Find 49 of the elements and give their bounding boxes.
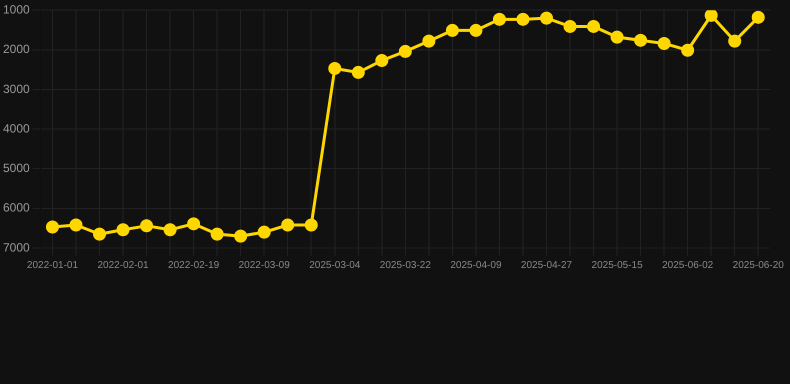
point bbox=[564, 20, 577, 33]
point bbox=[610, 30, 624, 44]
x-tick-label: 2025-03-04 bbox=[309, 260, 361, 271]
point bbox=[281, 218, 294, 232]
point bbox=[46, 220, 59, 234]
x-tick-label: 2025-04-27 bbox=[520, 260, 573, 271]
point bbox=[116, 223, 130, 236]
x-tick-label: 2025-04-09 bbox=[450, 260, 502, 271]
x-tick-label: 2025-06-20 bbox=[732, 260, 784, 271]
y-tick-label: 4000 bbox=[2, 121, 30, 136]
y-tick-label: 6000 bbox=[2, 200, 30, 215]
x-tick-label: 2022-02-01 bbox=[97, 260, 150, 271]
point bbox=[304, 218, 318, 232]
point bbox=[352, 66, 365, 79]
point bbox=[516, 12, 530, 26]
point bbox=[258, 226, 271, 239]
point bbox=[658, 36, 671, 50]
x-tick-label: 2025-05-15 bbox=[592, 260, 644, 271]
point bbox=[187, 217, 200, 230]
y-tick-label: 1000 bbox=[2, 2, 30, 17]
point bbox=[587, 20, 600, 33]
point bbox=[540, 12, 554, 25]
point bbox=[93, 228, 106, 241]
point bbox=[704, 10, 718, 22]
point bbox=[752, 10, 765, 24]
y-tick-label: 5000 bbox=[2, 161, 30, 176]
x-tick-label: 2022-01-01 bbox=[26, 260, 78, 271]
point bbox=[140, 219, 154, 232]
point bbox=[69, 218, 82, 232]
point bbox=[234, 230, 248, 243]
y-tick-label: 3000 bbox=[2, 82, 30, 96]
y-tick-label: 2000 bbox=[2, 42, 30, 56]
x-tick-label: 2022-02-19 bbox=[168, 260, 220, 271]
point bbox=[164, 223, 177, 236]
point bbox=[446, 24, 459, 37]
point bbox=[328, 62, 342, 75]
y-tick-label: 7000 bbox=[2, 240, 30, 254]
x-tick-label: 2025-03-22 bbox=[380, 260, 432, 271]
x-tick-label: 2022-03-09 bbox=[238, 260, 290, 271]
point bbox=[469, 24, 482, 37]
point bbox=[728, 34, 742, 48]
point bbox=[398, 44, 412, 58]
x-tick-label: 2025-06-02 bbox=[662, 260, 714, 271]
point bbox=[422, 34, 436, 48]
point bbox=[492, 12, 506, 26]
point bbox=[681, 44, 694, 57]
point bbox=[375, 54, 388, 68]
point bbox=[210, 228, 224, 241]
point bbox=[634, 34, 648, 47]
